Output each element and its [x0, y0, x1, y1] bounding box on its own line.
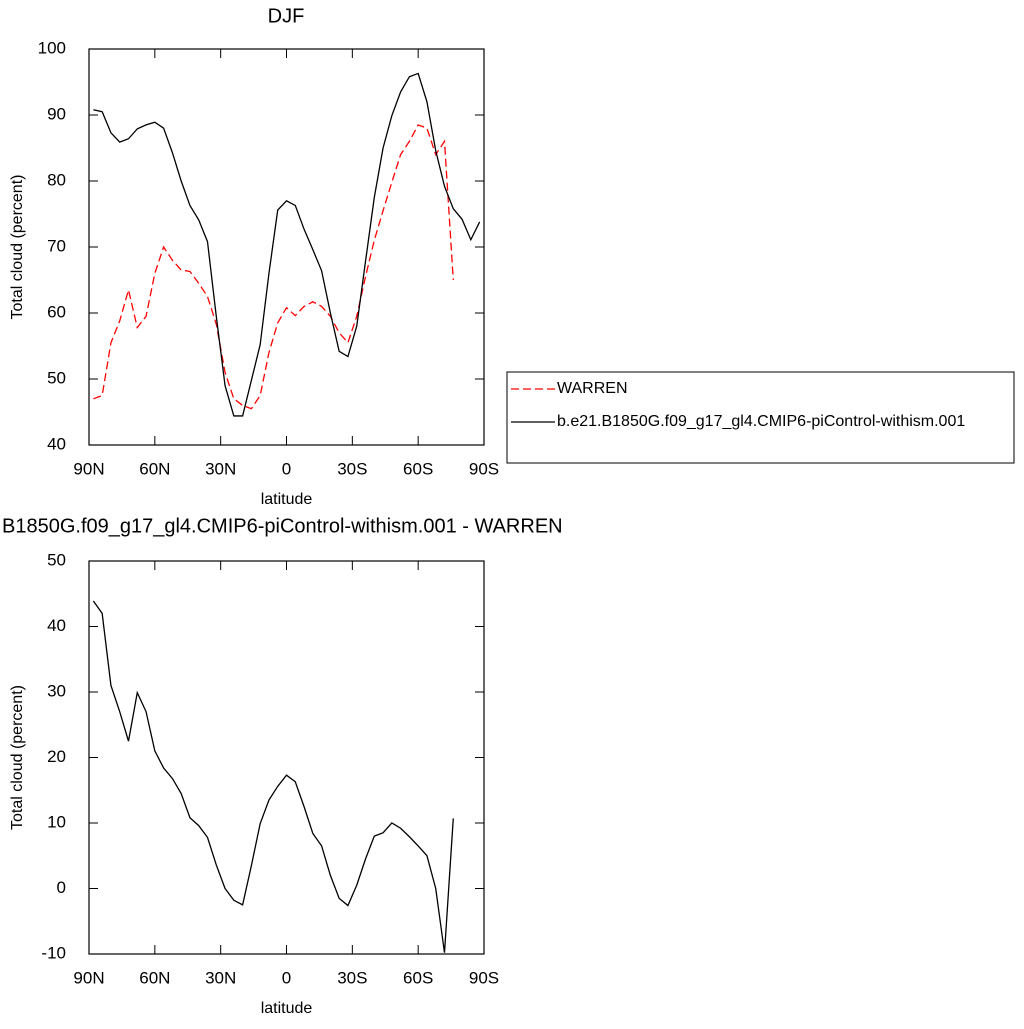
- y-tick-label: 40: [47, 434, 66, 453]
- y-tick-label: 30: [47, 681, 66, 700]
- x-tick-label: 30S: [337, 968, 367, 987]
- y-tick-label: 70: [47, 236, 66, 255]
- x-tick-label: 90N: [73, 968, 104, 987]
- x-tick-label: 30S: [337, 459, 367, 478]
- plot-frame: [88, 560, 485, 955]
- x-tick-label: 30N: [205, 968, 236, 987]
- x-tick-label: 60N: [139, 459, 170, 478]
- y-axis-label: Total cloud (percent): [9, 685, 26, 830]
- x-tick-label: 90S: [469, 968, 499, 987]
- x-axis-label: latitude: [261, 491, 313, 508]
- y-tick-label: 0: [57, 878, 66, 897]
- y-tick-label: 80: [47, 170, 66, 189]
- legend-box: [506, 371, 1015, 464]
- chart-title: B1850G.f09_g17_gl4.CMIP6-piControl-withi…: [2, 515, 563, 537]
- y-tick-label: 10: [47, 812, 66, 831]
- y-axis-label: Total cloud (percent): [9, 175, 26, 320]
- x-tick-label: 60S: [403, 968, 433, 987]
- x-tick-label: 0: [282, 968, 291, 987]
- y-tick-label: 60: [47, 302, 66, 321]
- x-tick-label: 90N: [73, 459, 104, 478]
- x-tick-label: 60S: [403, 459, 433, 478]
- y-tick-label: 90: [47, 104, 66, 123]
- chart-title: DJF: [268, 5, 305, 27]
- line-series: [92, 600, 454, 953]
- line-series: [93, 124, 454, 410]
- y-tick-label: 50: [47, 368, 66, 387]
- y-tick-label: -10: [41, 943, 66, 962]
- legend-label: b.e21.B1850G.f09_g17_gl4.CMIP6-piControl…: [557, 413, 965, 430]
- legend-label: WARREN: [557, 380, 628, 397]
- x-tick-label: 0: [282, 459, 291, 478]
- plot-frame: [88, 48, 485, 446]
- y-tick-label: 40: [47, 616, 66, 635]
- y-tick-label: 20: [47, 747, 66, 766]
- y-tick-label: 100: [38, 38, 66, 57]
- x-tick-label: 60N: [139, 968, 170, 987]
- y-tick-label: 50: [47, 550, 66, 569]
- line-series: [93, 72, 481, 417]
- x-axis-label: latitude: [261, 1000, 313, 1017]
- x-tick-label: 90S: [469, 459, 499, 478]
- x-tick-label: 30N: [205, 459, 236, 478]
